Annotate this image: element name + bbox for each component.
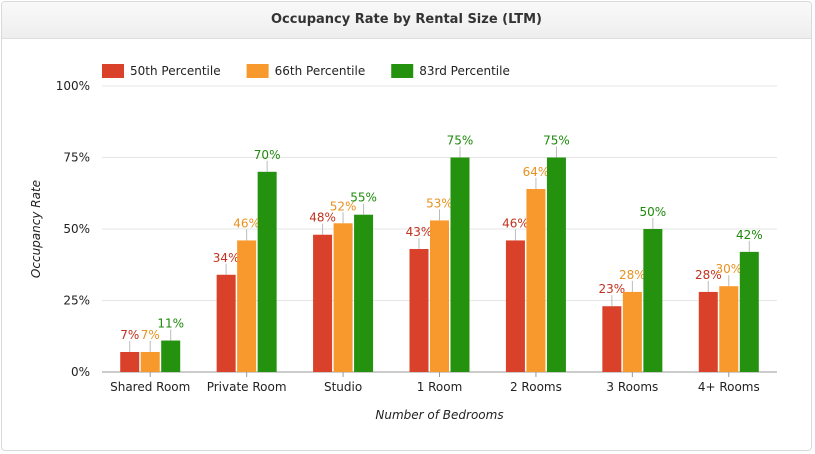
bar [622,291,642,372]
data-label: 46% [502,216,529,230]
x-axis-title: Number of Bedrooms [375,408,503,422]
data-label: 52% [330,199,357,213]
bar [257,171,277,372]
bar [643,229,663,372]
bar [120,351,140,372]
data-label: 64% [523,165,550,179]
bar [698,291,718,372]
bar [430,220,449,372]
data-label: 50% [640,205,667,219]
bar [450,157,470,372]
bar [313,234,333,372]
data-label: 55% [350,191,377,205]
bar [237,240,257,372]
chart-title: Occupancy Rate by Rental Size (LTM) [270,12,542,27]
bar [216,274,236,372]
data-label: 53% [426,196,453,210]
y-tick-label: 75% [63,151,90,165]
y-axis-title: Occupancy Rate [29,180,43,278]
bar [602,306,622,372]
data-label: 43% [406,225,433,239]
data-label: 28% [619,268,646,282]
data-label: 75% [543,134,570,148]
data-label: 48% [309,211,336,225]
legend-swatch [246,64,269,78]
legend-label: 50th Percentile [130,64,221,78]
legend-swatch [102,64,124,78]
legend-label: 83rd Percentile [419,64,510,78]
y-tick-label: 50% [63,222,90,236]
data-label: 7% [141,328,160,342]
data-label: 34% [213,251,240,265]
data-label: 46% [233,216,260,230]
bar [546,157,566,372]
x-category-label: Studio [324,380,362,394]
data-label: 30% [715,262,742,276]
y-tick-label: 100% [56,79,90,93]
y-tick-label: 0% [71,365,90,379]
data-label: 11% [157,317,184,331]
bar [739,251,759,372]
bar [409,249,429,372]
data-label: 28% [695,268,722,282]
bar [505,240,525,372]
data-label: 42% [736,228,763,242]
x-category-label: 4+ Rooms [698,380,760,394]
bar [140,351,160,372]
legend-label: 66th Percentile [275,64,366,78]
data-label: 23% [599,282,626,296]
bar [719,286,739,372]
bar [354,214,374,372]
bar [333,223,353,372]
x-category-label: 2 Rooms [510,380,562,394]
legend-swatch [391,64,414,78]
x-category-label: Private Room [207,380,287,394]
data-label: 70% [254,148,281,162]
data-label: 7% [120,328,139,342]
x-category-label: 3 Rooms [606,380,658,394]
bar [526,188,546,372]
x-category-label: Shared Room [110,380,190,394]
bar [161,340,181,372]
x-category-label: 1 Room [417,380,463,394]
y-tick-label: 25% [63,294,90,308]
panel-header: Occupancy Rate by Rental Size (LTM) [2,2,811,39]
data-label: 75% [447,134,474,148]
